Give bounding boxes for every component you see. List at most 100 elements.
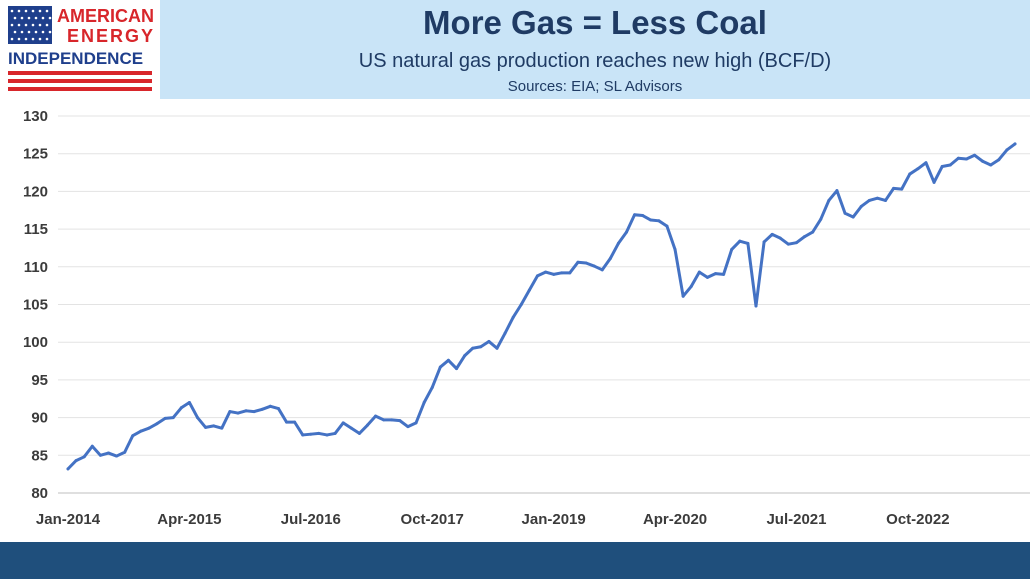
flag-star — [31, 37, 35, 41]
data-point — [576, 260, 580, 264]
flag-star — [24, 37, 28, 41]
data-point — [365, 423, 369, 427]
x-tick-label: Oct-2022 — [886, 511, 949, 528]
data-point — [964, 157, 968, 161]
data-point — [293, 420, 297, 424]
y-tick-label: 80 — [31, 485, 48, 502]
data-point — [155, 422, 159, 426]
logo-line-american: AMERICAN — [57, 6, 154, 26]
data-point — [819, 217, 823, 221]
flag-star — [10, 37, 14, 41]
data-point — [843, 211, 847, 215]
y-tick-label: 115 — [24, 221, 48, 238]
data-point — [568, 271, 572, 275]
data-point — [446, 358, 450, 362]
data-point — [900, 187, 904, 191]
data-point — [600, 268, 604, 272]
logo-line-energy: ENERGY — [67, 26, 155, 46]
data-point — [997, 158, 1001, 162]
data-points — [66, 142, 1017, 471]
x-tick-label: Jan-2014 — [36, 511, 101, 528]
data-point — [940, 165, 944, 169]
flag-star — [34, 16, 38, 20]
data-point — [228, 410, 232, 414]
data-point — [106, 451, 110, 455]
flag-star — [20, 30, 24, 34]
data-point — [463, 354, 467, 358]
flag-star — [20, 16, 24, 20]
x-axis-tick-labels: Jan-2014 Apr-2015 Jul-2016 Oct-2017 Jan-2019… — [36, 511, 950, 528]
data-point — [770, 232, 774, 236]
y-tick-label: 120 — [23, 183, 48, 200]
data-point — [794, 241, 798, 245]
flag-star — [34, 30, 38, 34]
data-point — [285, 420, 289, 424]
footer-bar — [0, 542, 1030, 579]
series-line-gas-production — [66, 142, 1017, 471]
chart-header: More Gas = Less Coal US natural gas prod… — [160, 0, 1030, 99]
x-tick-label: Jul-2021 — [766, 511, 826, 528]
flag-star — [38, 37, 42, 41]
data-point — [341, 421, 345, 425]
data-point — [325, 433, 329, 437]
data-point — [592, 264, 596, 268]
data-point — [778, 236, 782, 240]
flag-star — [45, 9, 49, 13]
data-point — [252, 410, 256, 414]
data-point — [673, 247, 677, 251]
flag-star — [17, 23, 21, 27]
data-point — [422, 401, 426, 405]
data-point — [220, 426, 224, 430]
data-point — [487, 339, 491, 343]
y-tick-label: 90 — [31, 410, 48, 427]
flag-star — [31, 23, 35, 27]
data-point — [827, 198, 831, 202]
flag-star — [10, 23, 14, 27]
data-point — [204, 425, 208, 429]
flag-star — [17, 9, 21, 13]
flag-star — [45, 37, 49, 41]
data-point — [98, 453, 102, 457]
data-point — [956, 156, 960, 160]
y-tick-label: 130 — [23, 108, 48, 125]
flag-canton — [8, 6, 52, 44]
data-point — [171, 416, 175, 420]
data-point — [147, 426, 151, 430]
data-point — [867, 198, 871, 202]
data-point — [268, 404, 272, 408]
data-point — [746, 241, 750, 245]
chart-subtitle: US natural gas production reaches new hi… — [358, 50, 832, 72]
data-point — [430, 385, 434, 389]
data-point — [738, 239, 742, 243]
data-point — [633, 213, 637, 217]
data-point — [681, 294, 685, 298]
data-point — [471, 346, 475, 350]
y-tick-label: 105 — [23, 297, 48, 314]
flag-stripe — [8, 79, 152, 83]
data-point — [115, 454, 119, 458]
data-point — [544, 270, 548, 274]
data-point — [552, 272, 556, 276]
flag-stars — [10, 9, 52, 41]
data-point — [875, 196, 879, 200]
data-point — [989, 163, 993, 167]
flag-star — [38, 23, 42, 27]
y-tick-label: 125 — [23, 146, 48, 163]
flag-star — [41, 30, 45, 34]
flag-star — [24, 9, 28, 13]
y-tick-label: 110 — [24, 259, 48, 276]
data-point — [212, 424, 216, 428]
flag-star — [17, 37, 21, 41]
data-point — [398, 419, 402, 423]
flag-star — [48, 30, 52, 34]
data-point — [835, 189, 839, 193]
logo: AMERICAN ENERGY INDEPENDENCE — [0, 0, 160, 100]
data-point — [349, 426, 353, 430]
data-point — [309, 432, 313, 436]
data-point — [455, 367, 459, 371]
flag-star — [10, 9, 14, 13]
data-point — [333, 431, 337, 435]
data-point — [519, 303, 523, 306]
data-point — [244, 409, 248, 413]
data-point — [139, 429, 143, 433]
